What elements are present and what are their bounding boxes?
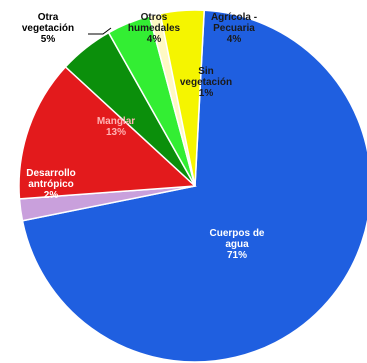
leader-line-otra-vegetacion: [88, 27, 112, 35]
slice-label-line: Otra: [38, 12, 59, 23]
slice-label-line: 2%: [44, 190, 59, 201]
slice-label-line: humedales: [128, 23, 181, 34]
slice-label-sin-vegetacion: Sin vegetación 1%: [180, 66, 232, 99]
slice-label-otra-vegetacion: Otra vegetación 5%: [22, 12, 74, 45]
slice-label-line: 5%: [41, 34, 56, 45]
slice-labels: Cuerpos de agua 71% Desarrollo antrópico 2% Ma…: [22, 12, 265, 261]
slice-label-line: agua: [225, 239, 249, 250]
pie-slice-manglar: [18, 65, 197, 200]
slice-label-line: 4%: [147, 34, 162, 45]
slice-label-line: vegetación: [180, 77, 232, 88]
slice-label-line: Cuerpos de: [209, 228, 264, 239]
slice-label-line: Manglar: [97, 116, 135, 127]
slice-label-line: 4%: [227, 34, 242, 45]
slice-label-line: Pecuaria: [213, 23, 255, 34]
pie-slice-agricola-pecuaria: [159, 9, 205, 187]
slice-label-line: Otros: [141, 12, 168, 23]
slice-label-desarrollo-antropico: Desarrollo antrópico 2%: [26, 168, 75, 201]
leader-lines: [88, 27, 112, 35]
slice-label-line: 1%: [199, 88, 214, 99]
slice-label-agricola-pecuaria: Agrícola -Pecuaria 4%: [211, 12, 257, 45]
pie-slices: [18, 9, 367, 363]
slice-label-otros-humedales: Otros humedales 4%: [128, 12, 181, 45]
slice-label-line: antrópico: [28, 179, 74, 190]
slice-label-line: Agrícola -: [211, 12, 257, 23]
slice-label-line: 13%: [106, 127, 126, 138]
slice-label-cuerpos-de-agua: Cuerpos de agua 71%: [209, 228, 264, 261]
slice-label-line: 71%: [227, 250, 247, 261]
slice-label-manglar: Manglar 13%: [97, 116, 135, 138]
slice-label-line: Desarrollo: [26, 168, 75, 179]
slice-label-line: vegetación: [22, 23, 74, 34]
slice-label-line: Sin: [198, 66, 214, 77]
